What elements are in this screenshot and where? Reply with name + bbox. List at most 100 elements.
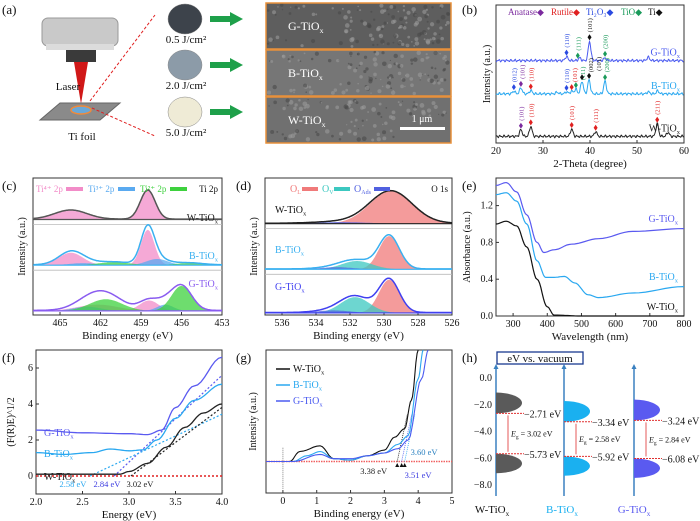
sem-texture (377, 89, 382, 94)
phase-marker-icon (587, 34, 592, 41)
sem-texture (270, 60, 274, 63)
sem-texture (288, 134, 293, 139)
panel-d-plot-frame (264, 177, 453, 316)
fit-component-c (33, 259, 222, 266)
legend-label-b-tiox: B-TiOx (293, 380, 323, 393)
sem-texture (270, 129, 275, 134)
sem-texture (294, 103, 298, 107)
sem-texture (339, 131, 344, 136)
fluence-label: 0.5 J/cm² (166, 34, 207, 46)
sem-texture (411, 7, 416, 12)
peak-annotation: (012) (511, 68, 518, 82)
sem-texture (310, 57, 314, 61)
sem-texture (390, 87, 393, 90)
sem-texture (275, 35, 280, 40)
arrow-right-icon (210, 58, 243, 72)
series-label-w-tiox: W-TiOx (44, 472, 76, 485)
sem-texture (429, 78, 434, 84)
panel-f-y-tick-label: 2 (28, 435, 33, 446)
sem-image-border (265, 49, 452, 97)
sem-texture (399, 103, 403, 107)
sem-texture (268, 60, 271, 62)
panel-f-y-tick-label: 6 (28, 363, 33, 374)
vb-curve-b-tiox (266, 349, 424, 463)
sem-texture (439, 87, 444, 92)
onset-arrow-icon (399, 463, 404, 468)
vb-energy-label: −5.73 eV (524, 450, 562, 461)
sem-texture (357, 5, 359, 8)
sem-texture (376, 137, 381, 142)
sem-texture (445, 60, 450, 65)
sem-texture (338, 41, 343, 46)
fit-component-d (265, 191, 452, 224)
fit-component-c (33, 299, 222, 311)
legend-3: TiO◆ (621, 7, 642, 17)
sem-texture (446, 11, 450, 16)
sem-image-border (265, 2, 452, 50)
sem-texture (341, 7, 344, 10)
panel-g-x-tick-label: 3 (382, 496, 387, 507)
bandgap-label: Eg = 3.02 eV (510, 430, 553, 441)
sem-texture (370, 92, 372, 94)
phase-marker-icon (511, 84, 516, 91)
cb-energy-label: −3.34 eV (592, 418, 630, 429)
sem-texture (439, 52, 442, 55)
sem-texture (362, 124, 364, 127)
sem-texture (365, 119, 368, 121)
panel-label-e: (e) (462, 178, 476, 193)
sem-texture (363, 55, 368, 59)
sem-texture (383, 21, 387, 25)
sem-texture (337, 11, 342, 15)
laser-beam-icon (74, 62, 88, 104)
peak-annotation: (101) (572, 68, 579, 82)
laser-head-icon (41, 17, 119, 47)
sem-texture (402, 9, 406, 12)
sem-texture (349, 37, 355, 43)
sem-texture (327, 58, 332, 63)
panel-label-f: (f) (2, 350, 15, 365)
sem-texture (403, 16, 408, 20)
sem-texture (412, 91, 416, 96)
sem-texture (431, 6, 434, 9)
sem-texture (358, 64, 361, 67)
panel-b-x-tick-label: 50 (632, 146, 642, 157)
sem-texture (355, 101, 359, 105)
onset-tangent (396, 414, 408, 462)
sem-texture (315, 13, 318, 16)
sem-texture (341, 90, 346, 95)
sem-texture (297, 7, 300, 10)
legend-swatch (334, 187, 350, 191)
sem-texture (378, 102, 382, 106)
arrow-right-icon (210, 12, 243, 26)
sem-texture (386, 81, 392, 86)
sem-texture (379, 3, 384, 8)
panel-h-title: eV vs. vacuum (507, 353, 573, 365)
legend-swatch (374, 187, 390, 191)
energy-tick-label: −6.0 (474, 453, 492, 464)
panel-e-y-tick-label: 1.2 (481, 201, 494, 212)
sem-texture (286, 104, 289, 107)
sem-texture (380, 27, 384, 31)
panel-b-x-tick-label: 30 (538, 146, 548, 157)
sem-texture (412, 12, 418, 18)
sem-texture (362, 21, 368, 26)
peak-annotation: (101) (587, 18, 594, 32)
panel-d-x-tick-label: 526 (445, 318, 460, 329)
phase-marker-icon (564, 84, 569, 91)
sem-texture (424, 14, 428, 19)
sem-texture (370, 10, 373, 13)
sem-texture (355, 67, 358, 70)
sem-texture (389, 5, 394, 9)
sem-texture (384, 121, 388, 126)
panel-f-x-tick-label: 4.0 (216, 497, 229, 508)
sem-texture (357, 53, 359, 56)
panel-e-x-axis-label: Wavelength (nm) (552, 331, 629, 343)
panel-c-plot-frame (32, 177, 223, 316)
panel-d-y-axis-label: Intensity (a.u.) (249, 217, 260, 276)
bandgap-label: Eg = 2.58 eV (578, 435, 621, 446)
onset-tangent (401, 414, 413, 462)
sem-texture (335, 105, 340, 110)
sem-texture (380, 78, 382, 81)
sem-texture (392, 5, 397, 10)
